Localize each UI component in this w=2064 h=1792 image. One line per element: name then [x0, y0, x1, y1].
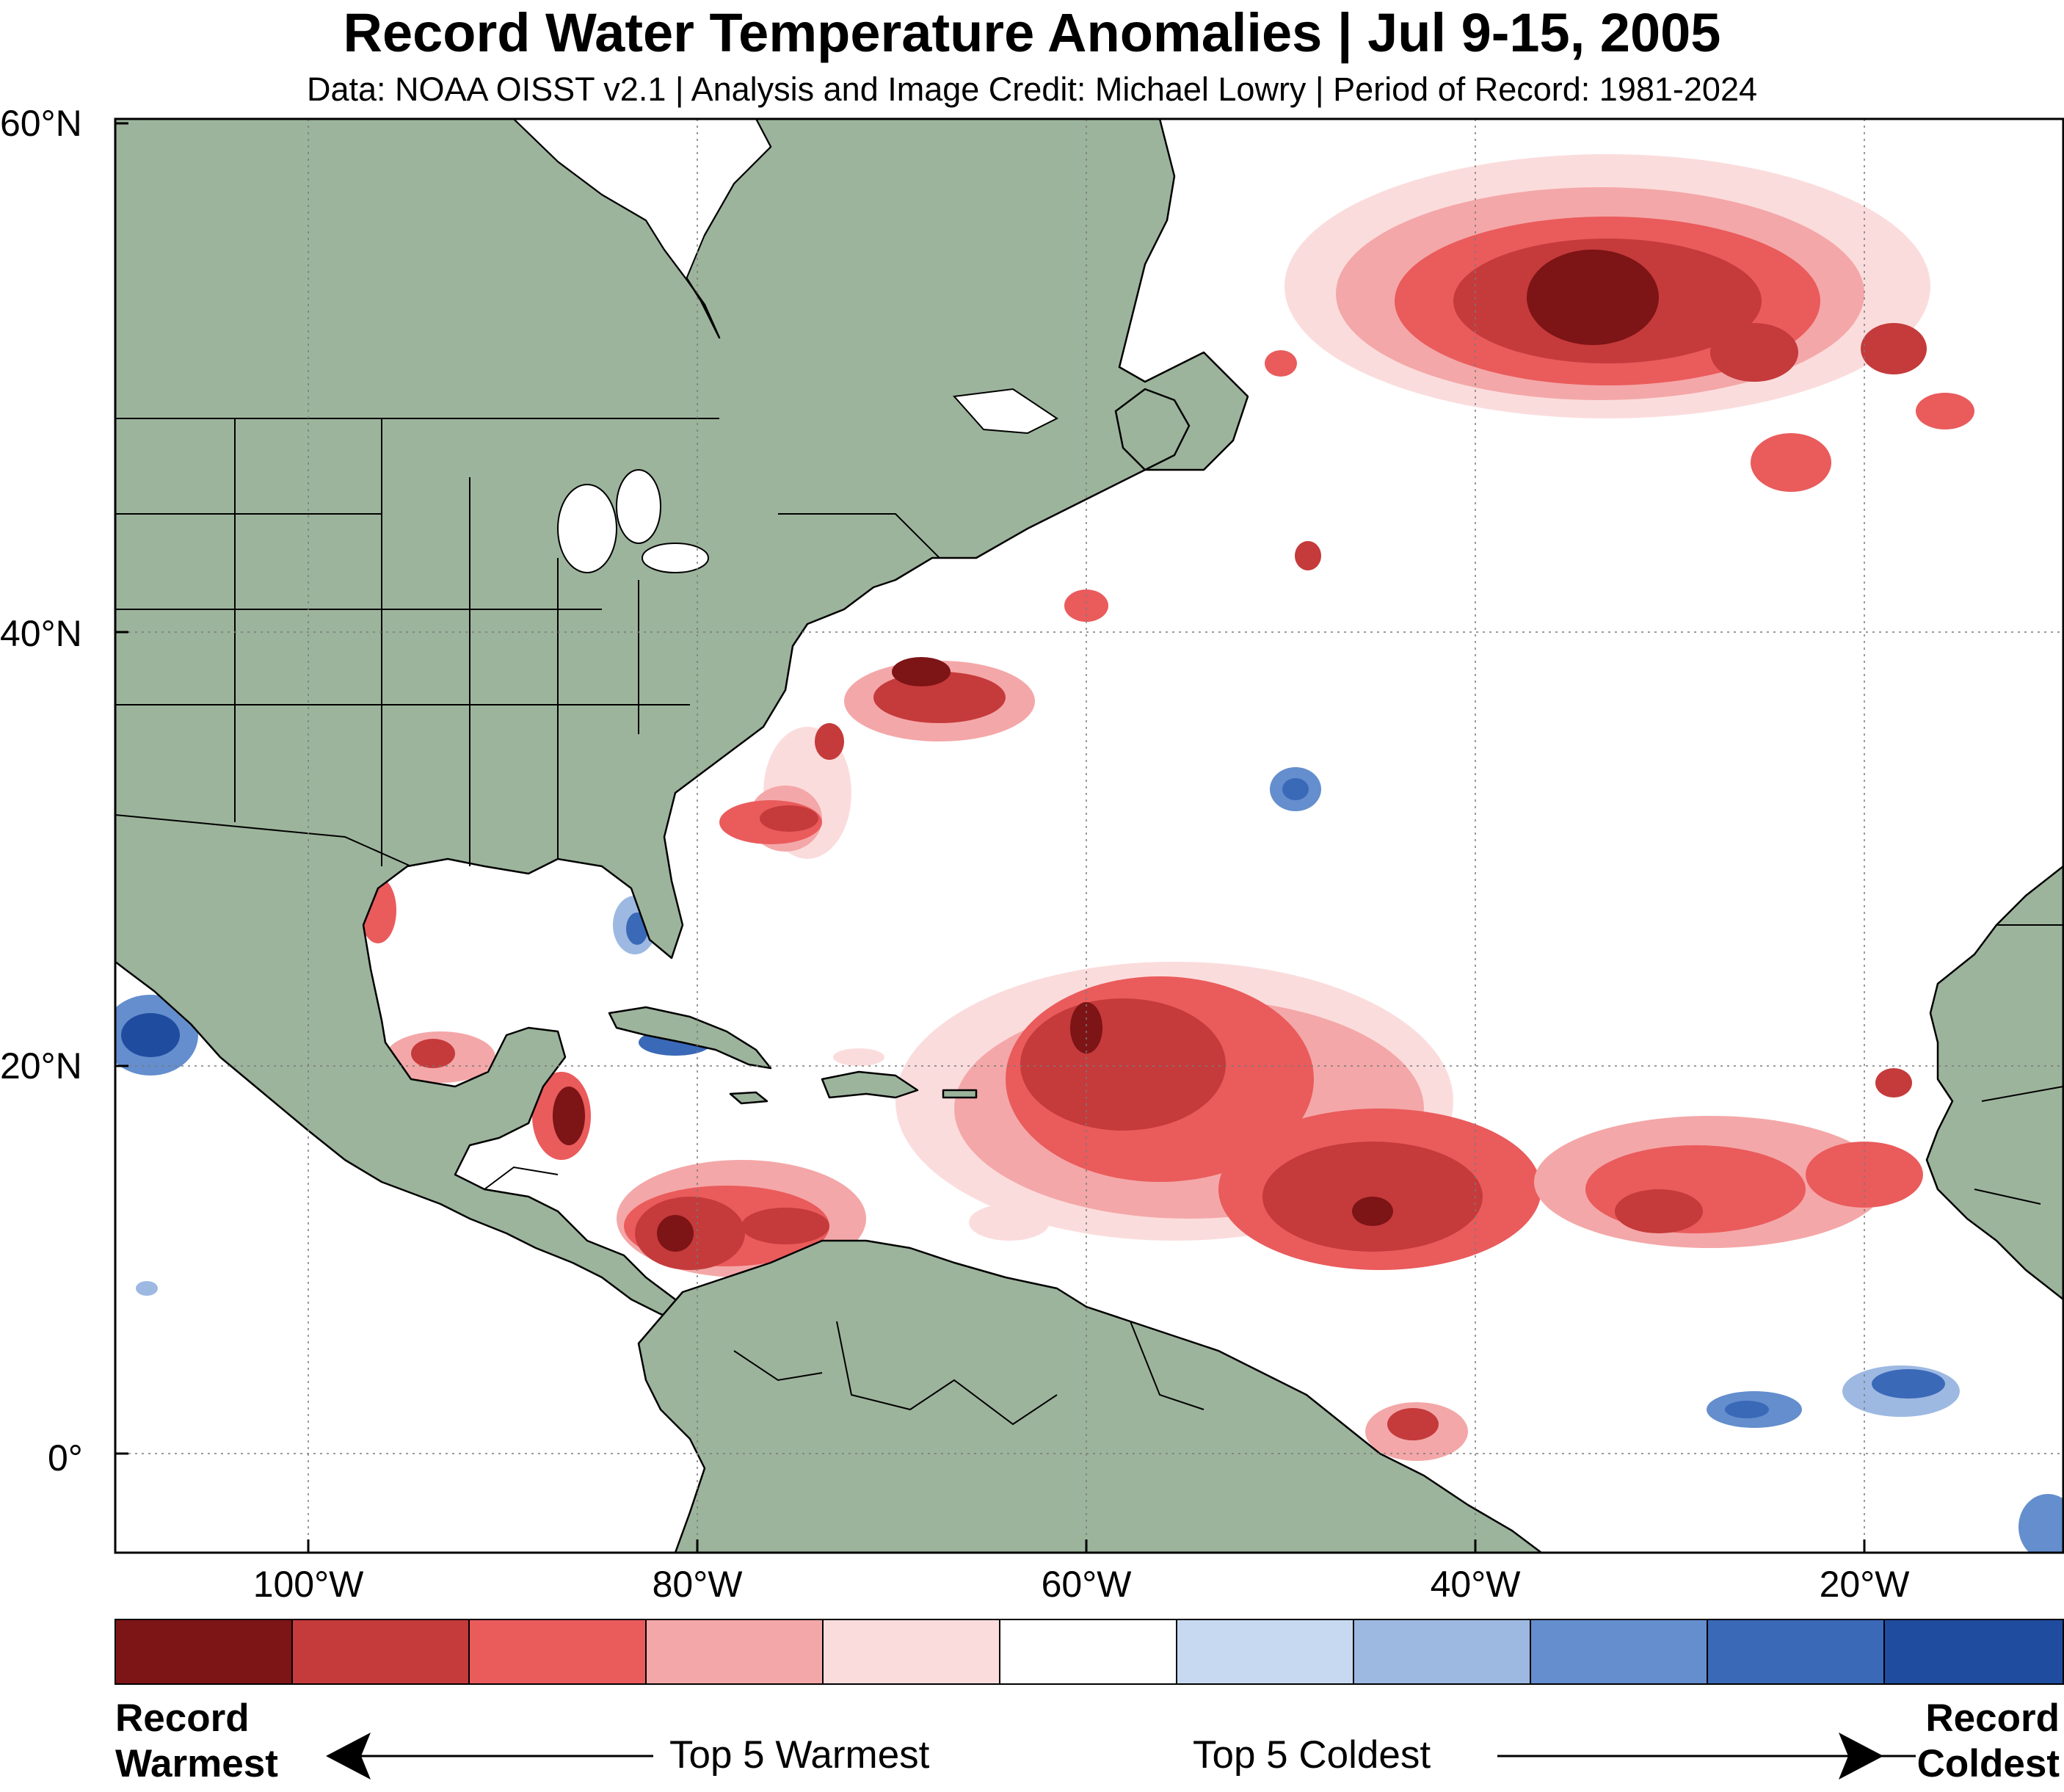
warm-anomaly-patches [360, 154, 1974, 1461]
lon-label-80w: 80°W [652, 1564, 743, 1605]
lon-label-100w: 100°W [252, 1564, 364, 1605]
lat-label-60n: 60°N [0, 103, 82, 144]
cold-arrow-icon [1497, 1733, 1916, 1780]
map-title: Record Water Temperature Anomalies | Jul… [343, 2, 1721, 63]
color-bar-swatch-warm-1 [822, 1619, 1000, 1685]
lat-label-20n: 20°N [0, 1045, 82, 1087]
map-frame [114, 117, 2064, 1554]
legend-record-coldest-line1: Record [1925, 1697, 2060, 1740]
color-bar-swatch-neutral [999, 1619, 1177, 1685]
political-boundaries [115, 418, 2063, 1426]
map-subtitle: Data: NOAA OISST v2.1 | Analysis and Ima… [306, 70, 1758, 108]
color-bar-swatch-cold-1 [1176, 1619, 1354, 1685]
west-africa [1925, 865, 2063, 1301]
lat-lon-grid [115, 119, 2063, 1553]
legend-top5-coldest: Top 5 Coldest [1193, 1733, 1431, 1777]
color-bar-swatch-record-coldest [1883, 1619, 2064, 1685]
inland-water [512, 119, 1058, 573]
lon-label-20w: 20°W [1819, 1564, 1910, 1605]
lon-label-60w: 60°W [1041, 1564, 1132, 1605]
axis-ticks [115, 122, 1866, 1553]
south-america [637, 1239, 1543, 1553]
legend-top5-warmest: Top 5 Warmest [669, 1733, 930, 1777]
legend-record-warmest: Record Warmest [115, 1696, 278, 1787]
warm-arrow-icon [326, 1733, 653, 1780]
land-masses [115, 119, 2063, 1553]
color-bar-swatch-cold-4 [1707, 1619, 1885, 1685]
cuba [608, 1006, 772, 1070]
legend-record-warmest-line1: Record [115, 1697, 250, 1740]
lon-label-40w: 40°W [1430, 1564, 1521, 1605]
color-bar-swatch-warm-4 [291, 1619, 470, 1685]
lat-label-0: 0° [48, 1437, 83, 1479]
legend-record-coldest-line2: Coldest [1916, 1742, 2060, 1785]
color-bar [115, 1619, 2064, 1685]
color-bar-swatch-warm-3 [468, 1619, 647, 1685]
jamaica [729, 1091, 768, 1105]
puerto-rico [942, 1089, 978, 1099]
hispaniola [821, 1070, 919, 1099]
color-bar-swatch-warm-2 [645, 1619, 824, 1685]
color-bar-swatch-cold-3 [1530, 1619, 1708, 1685]
legend-record-coldest: Record Coldest [1917, 1696, 2060, 1787]
legend-record-warmest-line2: Warmest [115, 1742, 278, 1785]
cold-anomaly-patches [115, 521, 2063, 1553]
color-bar-swatch-record-warmest [115, 1619, 293, 1685]
lat-label-40n: 40°N [0, 613, 82, 654]
color-bar-swatch-cold-2 [1353, 1619, 1531, 1685]
newfoundland [1114, 388, 1191, 471]
